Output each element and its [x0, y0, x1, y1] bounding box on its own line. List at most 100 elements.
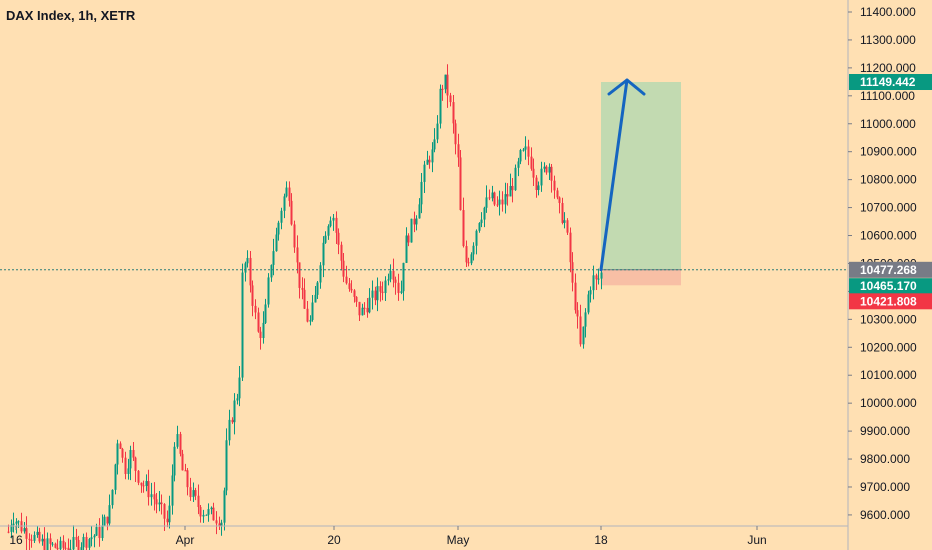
candle-body: [540, 168, 543, 186]
price-tag: [849, 261, 932, 278]
candle-body: [93, 535, 96, 538]
candle-body: [49, 538, 52, 544]
candle-body: [418, 204, 421, 219]
price-tag-label: 10477.268: [860, 263, 917, 277]
candle-body: [366, 307, 369, 313]
candle-body: [501, 199, 504, 205]
candle-body: [246, 257, 249, 264]
candle-body: [527, 146, 530, 157]
candle-body: [41, 538, 44, 542]
candle-body: [189, 487, 192, 498]
candle-body: [452, 102, 455, 124]
candle-body: [168, 505, 171, 523]
candle-body: [212, 507, 215, 521]
candle-body: [439, 88, 442, 124]
candle-body: [283, 196, 286, 211]
candle-body: [569, 232, 572, 263]
candle-body: [15, 521, 18, 524]
candle-body: [124, 457, 127, 474]
candle-body: [254, 305, 257, 313]
candle-body: [262, 322, 265, 339]
candle-body: [475, 230, 478, 246]
candle-body: [358, 301, 361, 316]
y-tick-label: 10300.000: [860, 312, 917, 326]
candle-body: [309, 319, 312, 322]
projection-arrow-head[interactable]: [607, 78, 646, 96]
candle-body: [129, 450, 132, 469]
candle-body: [522, 149, 525, 151]
price-tag-label: 10421.808: [860, 294, 917, 308]
candle-body: [311, 302, 314, 320]
y-tick-label: 9700.000: [860, 480, 910, 494]
candle-body: [145, 481, 148, 486]
candle-body: [376, 286, 379, 301]
candle-body: [163, 504, 166, 519]
candle-body: [444, 74, 447, 90]
candle-body: [462, 210, 465, 247]
candle-body: [410, 218, 413, 243]
candle-body: [127, 468, 130, 474]
candle-body: [301, 287, 304, 290]
candle-body: [353, 290, 356, 297]
y-tick-label: 11300.000: [860, 33, 916, 47]
candle-body: [548, 166, 551, 173]
candle-body: [389, 270, 392, 280]
candle-body: [137, 470, 140, 483]
candle-body: [553, 180, 556, 191]
candle-body: [181, 453, 184, 471]
y-tick-label: 10200.000: [860, 340, 917, 354]
candle-body: [111, 489, 114, 506]
candle-body: [75, 536, 78, 540]
candle-body: [194, 490, 197, 496]
candle-body: [545, 166, 548, 173]
candle-body: [28, 538, 31, 540]
candle-body: [415, 218, 418, 225]
candle-body: [558, 197, 561, 204]
candle-body: [446, 74, 449, 96]
candle-body: [77, 539, 80, 550]
stop-loss-zone[interactable]: [601, 269, 681, 286]
candle-body: [215, 520, 218, 524]
candle-body: [506, 194, 509, 197]
candle-body: [142, 485, 145, 487]
candle-body: [472, 245, 475, 255]
candle-body: [38, 531, 41, 542]
candle-body: [514, 167, 517, 191]
candle-body: [17, 521, 20, 523]
candle-body: [478, 223, 481, 231]
candle-body: [574, 282, 577, 311]
candle-body: [59, 540, 62, 550]
candle-body: [134, 457, 137, 471]
candle-body: [340, 244, 343, 261]
candle-body: [30, 539, 33, 541]
candle-body: [595, 275, 598, 280]
projection-arrow-shaft[interactable]: [599, 78, 629, 272]
candle-body: [225, 440, 228, 491]
candle-body: [496, 204, 499, 206]
candle-body: [488, 197, 491, 199]
candle-body: [36, 531, 39, 535]
y-tick-label: 9800.000: [860, 452, 910, 466]
candle-body: [236, 398, 239, 401]
y-tick-label: 9600.000: [860, 508, 910, 522]
candle-body: [600, 272, 603, 279]
price-tag-label: 11149.442: [860, 75, 916, 89]
candle-body: [116, 443, 119, 465]
candle-body: [402, 262, 405, 292]
candle-body: [465, 246, 468, 263]
candle-body: [23, 528, 26, 532]
candle-body: [517, 161, 520, 168]
price-tag-label: 10465.170: [860, 279, 917, 293]
candle-body: [197, 495, 200, 508]
candle-body: [384, 280, 387, 294]
candle-body: [582, 326, 585, 345]
candle-body: [62, 540, 65, 548]
candle-body: [394, 279, 397, 283]
candle-body: [374, 290, 377, 301]
x-tick-label: 18: [594, 533, 608, 547]
candle-body: [332, 217, 335, 221]
candle-body: [335, 217, 338, 233]
